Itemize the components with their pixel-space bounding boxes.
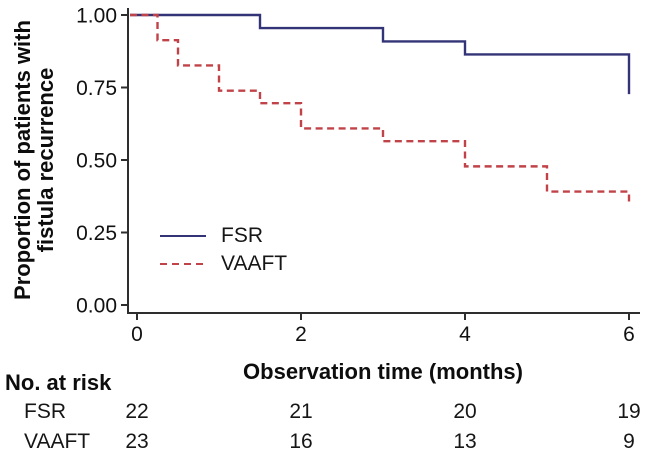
- risk-value: 20: [453, 400, 477, 423]
- risk-value: 19: [617, 400, 641, 423]
- y-tick-label: 0.75: [76, 77, 117, 100]
- km-plot-canvas: 0.00 0.25 0.50 0.75 1.00 0 2 4 6: [76, 5, 640, 346]
- legend: FSR VAAFT: [160, 222, 287, 278]
- x-axis-title: Observation time (months): [243, 359, 523, 384]
- risk-value: 23: [125, 430, 149, 453]
- vaaft-line-sample: [160, 262, 206, 266]
- legend-label-vaaft: VAAFT: [221, 252, 288, 275]
- axes: [127, 8, 640, 314]
- risk-value: 13: [453, 430, 477, 453]
- y-axis-title-line1: Proportion of patients with: [10, 20, 35, 300]
- legend-item-fsr: FSR: [160, 222, 287, 250]
- y-tick-label: 1.00: [76, 5, 117, 28]
- x-tick-label: 2: [295, 323, 307, 346]
- legend-label-fsr: FSR: [221, 224, 263, 247]
- vaaft-curve: [130, 13, 631, 205]
- risk-table-title: No. at risk: [5, 370, 112, 395]
- x-tick-label: 6: [623, 323, 635, 346]
- risk-value: 21: [289, 400, 313, 423]
- y-tick-label: 0.50: [76, 150, 117, 173]
- risk-row-label: VAAFT: [24, 430, 91, 453]
- risk-value: 9: [623, 430, 635, 453]
- x-tick-label: 4: [459, 323, 471, 346]
- fsr-curve: [130, 13, 631, 95]
- risk-row-label: FSR: [24, 400, 66, 423]
- risk-row-fsr: FSR 22 21 20 19: [0, 400, 646, 424]
- y-axis-title: Proportion of patients with fistula recu…: [10, 0, 58, 325]
- y-tick-label: 0.25: [76, 222, 117, 245]
- x-tick-label: 0: [131, 323, 143, 346]
- risk-row-vaaft: VAAFT 23 16 13 9: [0, 430, 646, 453]
- risk-value: 22: [125, 400, 149, 423]
- y-tick-label: 0.00: [76, 295, 117, 318]
- y-axis-title-line2: fistula recurrence: [33, 67, 58, 253]
- legend-item-vaaft: VAAFT: [160, 250, 287, 278]
- risk-value: 16: [289, 430, 313, 453]
- fsr-line-sample: [160, 234, 206, 238]
